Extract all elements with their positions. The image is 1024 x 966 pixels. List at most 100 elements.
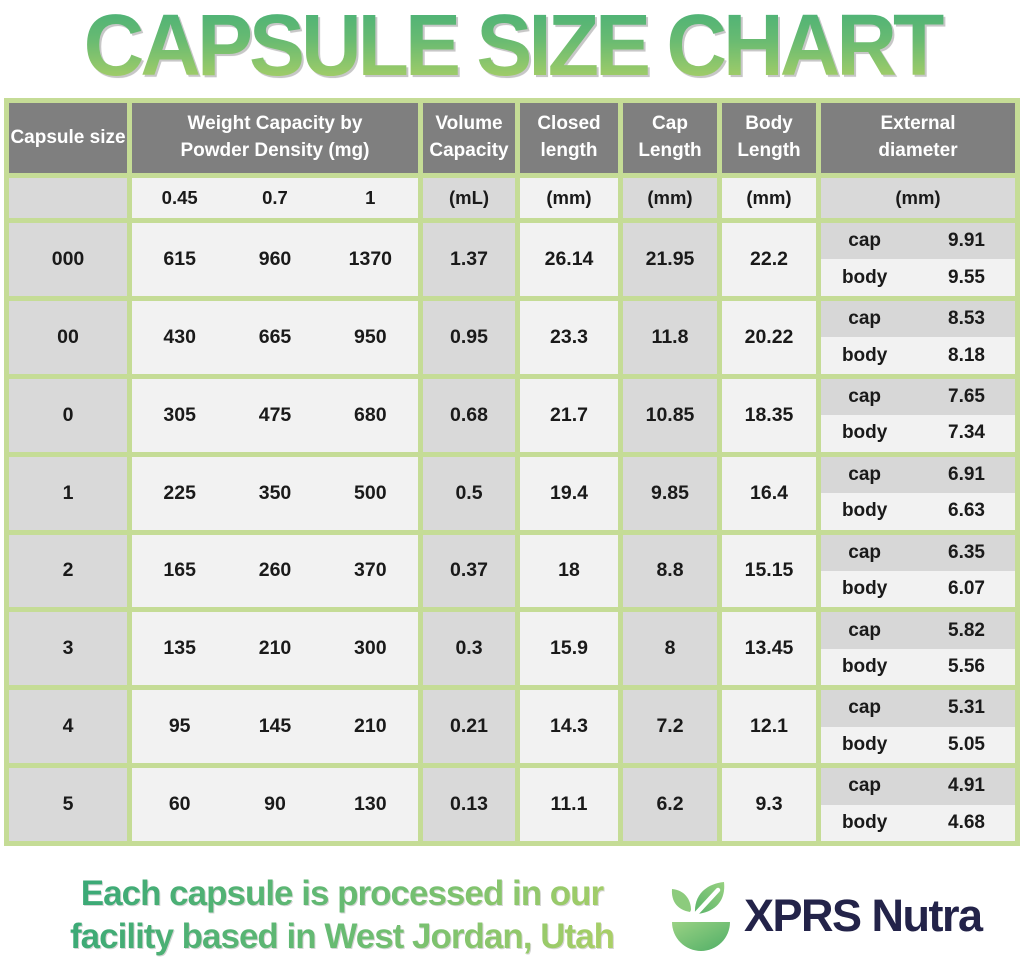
closed-length-cell: 11.1 xyxy=(520,768,618,841)
capsule-size-cell: 5 xyxy=(9,768,127,841)
capsule-size-cell: 0 xyxy=(9,378,127,452)
external-body-label: body xyxy=(841,578,888,600)
weight-045-value: 60 xyxy=(168,793,191,816)
weight-1-value: 1370 xyxy=(348,247,393,270)
header-volume-capacity: Volume Capacity xyxy=(423,103,515,173)
weight-07-value: 960 xyxy=(258,247,292,270)
page-title: CAPSULE SIZE CHART xyxy=(0,0,1024,94)
external-diameter-cell: cap 6.35 body 6.07 xyxy=(821,534,1015,608)
external-cap-value: 8.53 xyxy=(948,308,985,330)
weight-045-value: 225 xyxy=(163,481,196,504)
closed-length-cell: 23.3 xyxy=(520,300,618,374)
external-body-value: 4.68 xyxy=(948,811,985,833)
external-body-row: body 7.34 xyxy=(821,415,1015,452)
capsule-size-cell: 4 xyxy=(9,690,127,764)
external-body-row: body 6.07 xyxy=(821,570,1015,608)
external-cap-value: 7.65 xyxy=(948,385,985,407)
weight-1-value: 370 xyxy=(354,559,387,582)
external-body-label: body xyxy=(841,422,888,444)
external-diameter-cell: cap 9.91 body 9.55 xyxy=(821,223,1015,296)
external-cap-row: cap 6.35 xyxy=(821,534,1015,571)
closed-length-cell: 26.14 xyxy=(520,223,618,296)
unit-cap-length: (mm) xyxy=(623,178,717,218)
weight-1-value: 210 xyxy=(354,715,387,738)
weight-capacity-cell: 60 90 130 xyxy=(132,768,418,841)
cap-length-cell: 6.2 xyxy=(623,768,717,841)
footer-tagline-line1: Each capsule is processed in our xyxy=(80,874,604,913)
weight-capacity-cell: 615 960 1370 xyxy=(132,223,418,296)
density-07: 0.7 xyxy=(262,187,288,208)
weight-07-value: 145 xyxy=(258,715,292,738)
external-body-row: body 9.55 xyxy=(821,259,1015,296)
weight-capacity-cell: 95 145 210 xyxy=(132,690,418,764)
external-cap-label: cap xyxy=(848,308,882,330)
weight-07-value: 210 xyxy=(258,637,292,660)
external-diameter-cell: cap 4.91 body 4.68 xyxy=(821,768,1015,841)
brand-logo: XPRS Nutra xyxy=(668,876,1008,956)
header-cap-length: Cap Length xyxy=(623,103,717,173)
body-length-cell: 13.45 xyxy=(722,612,816,686)
external-cap-label: cap xyxy=(848,463,882,485)
volume-capacity-cell: 0.95 xyxy=(423,300,515,374)
weight-045-value: 135 xyxy=(163,637,196,660)
unit-external-diameter: (mm) xyxy=(821,178,1015,218)
external-body-value: 5.05 xyxy=(948,733,985,755)
external-cap-label: cap xyxy=(848,385,882,407)
cap-length-cell: 21.95 xyxy=(623,223,717,296)
header-capsule-size: Capsule size xyxy=(9,103,127,173)
weight-1-value: 300 xyxy=(354,637,387,660)
external-cap-label: cap xyxy=(848,230,882,252)
external-body-value: 5.56 xyxy=(948,656,985,678)
external-body-value: 6.63 xyxy=(948,500,985,522)
weight-1-value: 680 xyxy=(354,403,387,426)
volume-capacity-cell: 0.68 xyxy=(423,378,515,452)
external-cap-label: cap xyxy=(848,697,882,719)
closed-length-cell: 14.3 xyxy=(520,690,618,764)
closed-length-cell: 18 xyxy=(520,534,618,608)
brand-name: XPRS Nutra xyxy=(744,890,983,941)
closed-length-cell: 15.9 xyxy=(520,612,618,686)
external-cap-row: cap 6.91 xyxy=(821,456,1015,494)
external-cap-label: cap xyxy=(848,541,882,563)
external-body-value: 9.55 xyxy=(948,266,985,288)
weight-045-value: 430 xyxy=(163,325,196,348)
cap-length-cell: 9.85 xyxy=(623,456,717,530)
external-body-row: body 5.56 xyxy=(821,648,1015,686)
external-body-value: 8.18 xyxy=(948,344,985,366)
external-cap-value: 4.91 xyxy=(948,775,985,797)
body-length-cell: 18.35 xyxy=(722,378,816,452)
body-length-cell: 9.3 xyxy=(722,768,816,841)
external-cap-label: cap xyxy=(848,775,882,797)
footer-tagline: Each capsule is processed in our facilit… xyxy=(18,872,666,958)
weight-capacity-cell: 305 475 680 xyxy=(132,378,418,452)
weight-07-value: 665 xyxy=(258,325,292,348)
density-1: 1 xyxy=(365,187,376,208)
external-cap-value: 6.91 xyxy=(948,463,985,485)
external-body-label: body xyxy=(841,266,888,288)
weight-045-value: 95 xyxy=(168,715,191,738)
unit-body-length: (mm) xyxy=(722,178,816,218)
external-body-row: body 5.05 xyxy=(821,726,1015,764)
body-length-cell: 16.4 xyxy=(722,456,816,530)
external-cap-row: cap 7.65 xyxy=(821,378,1015,416)
closed-length-cell: 19.4 xyxy=(520,456,618,530)
cap-length-cell: 10.85 xyxy=(623,378,717,452)
weight-1-value: 130 xyxy=(354,793,387,816)
weight-07-value: 260 xyxy=(258,559,292,582)
cap-length-cell: 7.2 xyxy=(623,690,717,764)
weight-1-value: 950 xyxy=(354,325,387,348)
external-body-label: body xyxy=(841,344,888,366)
body-length-cell: 20.22 xyxy=(722,300,816,374)
weight-045-value: 615 xyxy=(163,247,196,270)
weight-capacity-cell: 225 350 500 xyxy=(132,456,418,530)
weight-1-value: 500 xyxy=(354,481,387,504)
external-diameter-cell: cap 6.91 body 6.63 xyxy=(821,456,1015,530)
external-diameter-cell: cap 5.82 body 5.56 xyxy=(821,612,1015,686)
weight-045-value: 305 xyxy=(163,403,196,426)
weight-045-value: 165 xyxy=(163,559,196,582)
cap-length-cell: 8 xyxy=(623,612,717,686)
external-body-label: body xyxy=(841,656,888,678)
footer-tagline-line2: facility based in West Jordan, Utah xyxy=(70,917,614,956)
unit-volume: (mL) xyxy=(423,178,515,218)
external-body-row: body 8.18 xyxy=(821,337,1015,374)
